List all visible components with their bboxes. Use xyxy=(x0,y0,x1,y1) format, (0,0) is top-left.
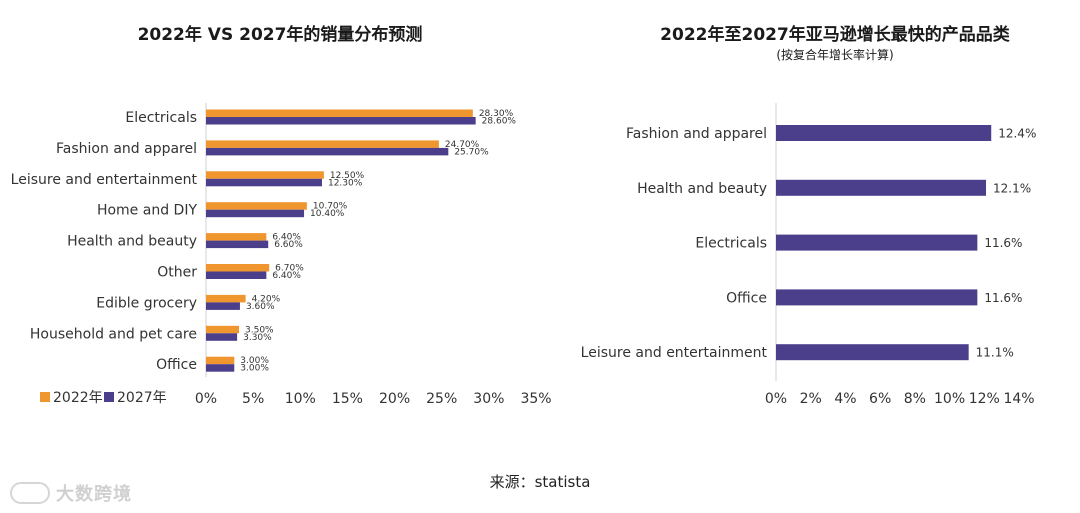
left-chart-title: 2022年 VS 2027年的销量分布预测 xyxy=(137,25,423,45)
left-data-label: 3.50% xyxy=(245,325,274,335)
right-category-label: Leisure and entertainment xyxy=(581,345,768,361)
right-x-tick-label: 14% xyxy=(1003,391,1034,407)
left-data-label: 28.30% xyxy=(479,109,514,119)
right-data-label: 12.4% xyxy=(998,127,1036,141)
source-note: 来源：statista xyxy=(489,473,591,491)
right-chart-title: 2022年至2027年亚马逊增长最快的产品品类 xyxy=(660,25,1010,45)
left-bar-2022 xyxy=(206,109,473,117)
left-category-label: Household and pet care xyxy=(30,326,197,342)
right-category-label: Office xyxy=(726,290,767,306)
left-bar-2022 xyxy=(206,233,267,241)
left-bar-2022 xyxy=(206,171,324,179)
left-data-label: 24.70% xyxy=(445,140,480,150)
right-data-label: 11.6% xyxy=(984,291,1022,305)
left-data-label: 4.20% xyxy=(252,294,281,304)
left-category-label: Electricals xyxy=(125,110,197,126)
left-x-tick-label: 25% xyxy=(426,391,457,407)
left-data-label: 3.00% xyxy=(240,356,269,366)
left-category-label: Edible grocery xyxy=(96,295,197,311)
watermark-text: 大数跨境 xyxy=(56,484,132,505)
right-category-label: Health and beauty xyxy=(637,181,767,197)
left-x-tick-label: 5% xyxy=(242,391,264,407)
legend-swatch-2027 xyxy=(104,392,114,402)
right-data-label: 11.6% xyxy=(984,236,1022,250)
right-data-label: 11.1% xyxy=(976,346,1014,360)
left-x-tick-label: 0% xyxy=(195,391,217,407)
left-x-tick-label: 35% xyxy=(520,391,551,407)
left-category-label: Health and beauty xyxy=(67,234,197,250)
left-data-label: 3.30% xyxy=(243,333,272,343)
left-bar-2027 xyxy=(206,117,476,125)
left-data-label: 3.60% xyxy=(246,302,275,312)
right-bar xyxy=(776,344,969,361)
left-data-label: 6.40% xyxy=(272,271,301,281)
left-bar-2027 xyxy=(206,302,240,310)
left-data-label: 10.70% xyxy=(313,202,348,212)
left-data-label: 28.60% xyxy=(482,117,517,127)
legend-label-2022: 2022年 xyxy=(53,390,103,406)
right-x-tick-label: 12% xyxy=(969,391,1000,407)
left-bar-2027 xyxy=(206,364,235,372)
right-x-tick-label: 2% xyxy=(800,391,822,407)
right-x-tick-label: 6% xyxy=(869,391,891,407)
right-chart-subtitle: (按复合年增长率计算) xyxy=(776,48,894,62)
right-x-tick-label: 0% xyxy=(765,391,787,407)
left-x-tick-label: 15% xyxy=(332,391,363,407)
left-bar-2022 xyxy=(206,202,307,210)
left-category-label: Other xyxy=(157,265,197,281)
left-category-label: Fashion and apparel xyxy=(56,141,197,157)
left-x-tick-label: 20% xyxy=(379,391,410,407)
left-bar-2027 xyxy=(206,147,449,156)
right-data-label: 12.1% xyxy=(993,181,1031,195)
right-bar xyxy=(776,179,987,196)
brand-logo-icon xyxy=(10,482,50,504)
right-bar xyxy=(776,234,978,251)
right-category-label: Electricals xyxy=(695,236,767,252)
left-data-label: 3.00% xyxy=(240,364,269,374)
right-x-tick-label: 4% xyxy=(834,391,856,407)
right-bar xyxy=(776,289,978,306)
left-data-label: 6.60% xyxy=(274,240,303,250)
left-x-tick-label: 10% xyxy=(285,391,316,407)
left-bar-2022 xyxy=(206,294,246,303)
legend-label-2027: 2027年 xyxy=(117,390,167,406)
left-x-tick-label: 30% xyxy=(473,391,504,407)
left-category-label: Home and DIY xyxy=(97,203,197,219)
left-category-label: Office xyxy=(156,357,197,373)
right-bar xyxy=(776,125,992,141)
left-bar-2022 xyxy=(206,325,239,334)
left-bar-2027 xyxy=(206,333,238,341)
right-x-tick-label: 10% xyxy=(934,391,965,407)
left-bar-2027 xyxy=(206,209,305,218)
watermark-logo: 大数跨境 xyxy=(10,480,132,506)
left-data-label: 6.40% xyxy=(272,233,301,243)
left-bar-2022 xyxy=(206,356,235,365)
left-bar-2022 xyxy=(206,264,270,272)
left-data-label: 10.40% xyxy=(310,209,345,219)
left-bar-2027 xyxy=(206,178,322,187)
left-category-label: Leisure and entertainment xyxy=(11,172,198,188)
left-bar-2022 xyxy=(206,140,439,148)
legend-swatch-2022 xyxy=(40,392,50,402)
left-data-label: 12.50% xyxy=(330,171,365,181)
left-bar-2027 xyxy=(206,271,267,279)
left-data-label: 25.70% xyxy=(454,147,489,157)
left-data-label: 12.30% xyxy=(328,178,363,188)
left-bar-2027 xyxy=(206,240,269,249)
right-x-tick-label: 8% xyxy=(904,391,926,407)
left-data-label: 6.70% xyxy=(275,264,304,274)
right-category-label: Fashion and apparel xyxy=(626,126,767,142)
